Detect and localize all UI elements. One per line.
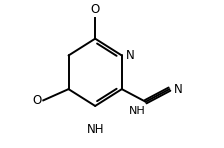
Text: O: O xyxy=(90,3,100,16)
Text: N: N xyxy=(174,83,182,96)
Text: NH: NH xyxy=(86,123,104,136)
Text: N: N xyxy=(126,49,135,62)
Text: O: O xyxy=(33,94,42,107)
Text: NH: NH xyxy=(129,106,146,116)
